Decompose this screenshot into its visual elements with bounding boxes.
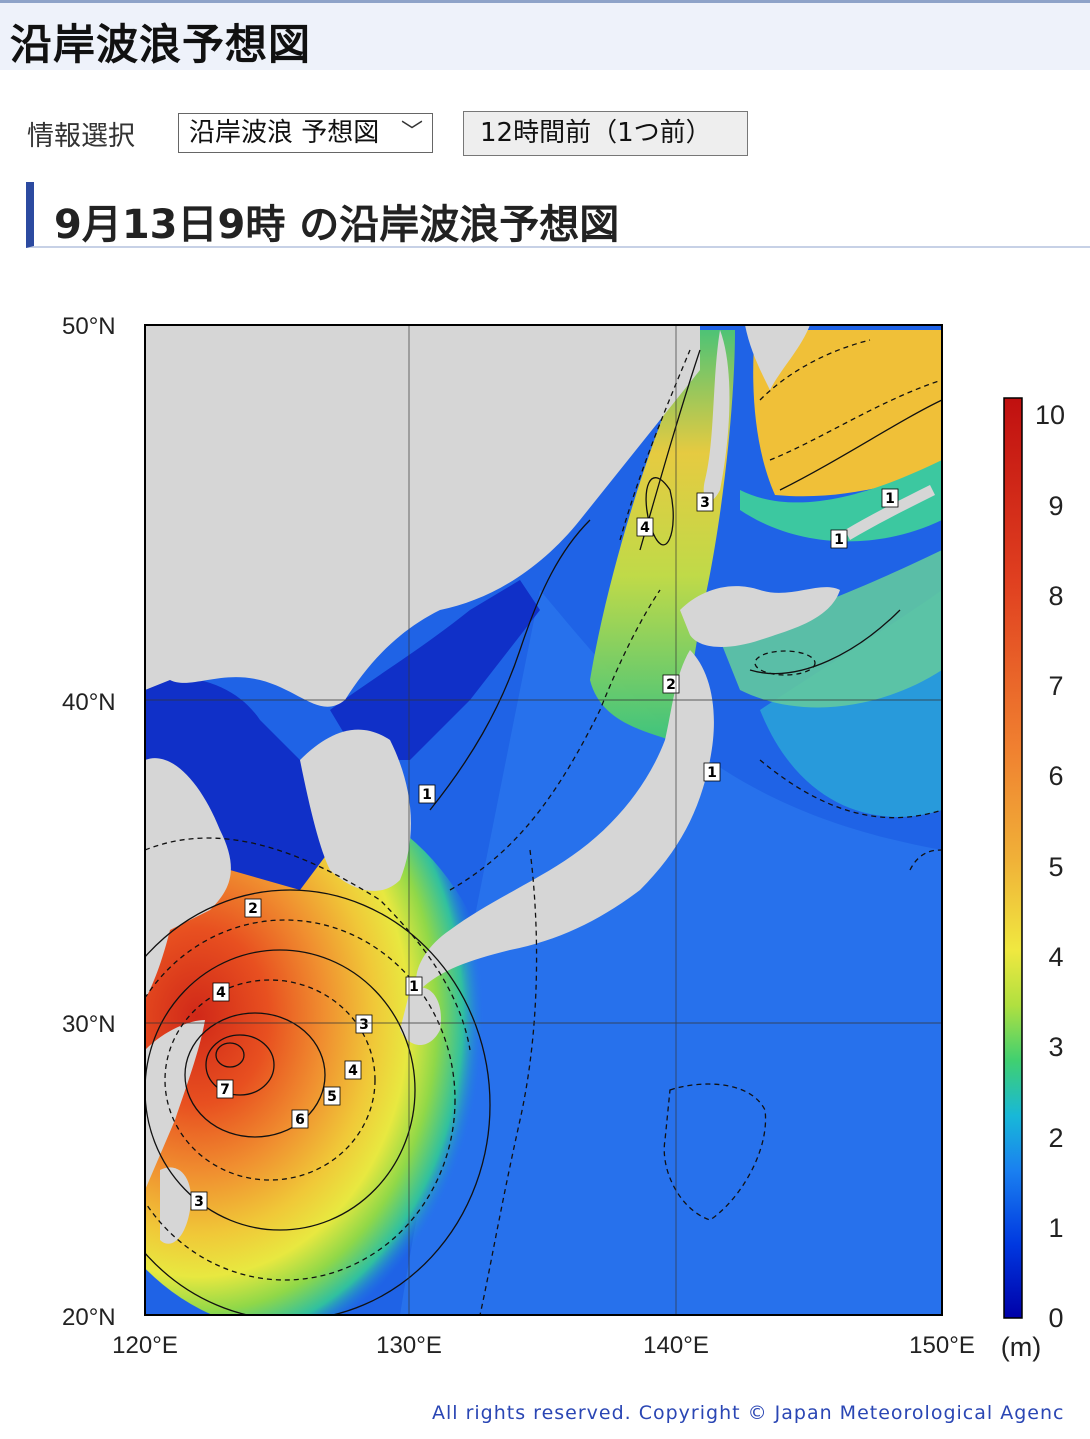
svg-text:4: 4	[640, 520, 650, 536]
contour-label: 1	[405, 976, 423, 996]
contour-label: 3	[355, 1014, 373, 1034]
colorbar-unit: (m)	[1001, 1332, 1041, 1362]
contour-label: 6	[291, 1109, 309, 1129]
colorbar-tick: 6	[1048, 761, 1063, 791]
svg-text:1: 1	[834, 532, 844, 548]
contour-label: 3	[696, 492, 714, 512]
land-honshu	[416, 650, 714, 990]
section-title: 9月13日9時 の沿岸波浪予想図	[54, 202, 620, 248]
colorbar-tick: 4	[1048, 942, 1063, 972]
colorbar-tick: 8	[1048, 581, 1063, 611]
svg-text:5: 5	[327, 1089, 337, 1105]
contour-label: 1	[703, 762, 721, 782]
land-sakhalin	[703, 330, 730, 501]
colorbar-tick: 2	[1048, 1123, 1063, 1153]
svg-text:1: 1	[707, 765, 717, 781]
contour-label: 4	[212, 982, 230, 1002]
section-header: 9月13日9時 の沿岸波浪予想図	[26, 182, 1090, 248]
colorbar-tick: 0	[1048, 1303, 1063, 1333]
header-bar: 沿岸波浪予想図	[0, 0, 1090, 70]
colorbar-tick: 1	[1048, 1213, 1063, 1243]
svg-text:2: 2	[248, 901, 258, 917]
svg-text:4: 4	[348, 1063, 358, 1079]
svg-text:1: 1	[409, 979, 419, 995]
contour-label: 1	[881, 488, 899, 508]
land-kamchatka-area	[745, 325, 810, 390]
colorbar-tick: 9	[1048, 491, 1063, 521]
svg-text:2: 2	[666, 677, 676, 693]
colorbar-tick: 7	[1048, 671, 1063, 701]
graticule	[145, 325, 942, 1315]
wave-contours	[145, 339, 942, 1315]
contour-label: 2	[662, 674, 680, 694]
select-value: 沿岸波浪 予想図	[189, 118, 380, 148]
land-hokkaido	[680, 586, 840, 647]
contour-label: 1	[830, 529, 848, 549]
map-frame	[144, 324, 943, 1316]
svg-text:7: 7	[220, 1082, 230, 1098]
svg-text:3: 3	[700, 495, 710, 511]
contour-label: 4	[636, 517, 654, 537]
copyright-notice: All rights reserved. Copyright © Japan M…	[432, 1402, 1065, 1424]
wave-forecast-map: 1 1 1 1 1 2 2 3 3 3 4 4 4 5 6 7 50°N 40°…	[62, 313, 1065, 1362]
contour-label: 3	[190, 1191, 208, 1211]
land-asia	[145, 325, 700, 707]
lon-label-130e: 130°E	[376, 1332, 442, 1359]
lat-label-20n: 20°N	[62, 1304, 116, 1331]
colorbar-tick: 5	[1048, 852, 1063, 882]
svg-text:4: 4	[216, 985, 226, 1001]
info-select-label: 情報選択	[27, 121, 135, 152]
contour-label: 2	[244, 898, 262, 918]
lat-label-40n: 40°N	[62, 689, 116, 716]
lat-label-30n: 30°N	[62, 1011, 116, 1038]
lon-label-150e: 150°E	[909, 1332, 975, 1359]
previous-12h-button[interactable]: 12時間前（1つ前）	[463, 111, 748, 156]
land-taiwan	[160, 1167, 191, 1244]
lon-label-140e: 140°E	[643, 1332, 709, 1359]
contour-label: 4	[344, 1060, 362, 1080]
svg-text:6: 6	[295, 1112, 305, 1128]
colorbar	[1003, 397, 1023, 1319]
svg-text:1: 1	[885, 491, 895, 507]
chevron-down-icon: ﹀	[400, 120, 423, 145]
page-title: 沿岸波浪予想図	[10, 20, 312, 69]
svg-text:3: 3	[359, 1017, 369, 1033]
lon-label-120e: 120°E	[112, 1332, 178, 1359]
land-china-south	[145, 1020, 205, 1190]
svg-text:3: 3	[194, 1194, 204, 1210]
contour-label: 7	[216, 1079, 234, 1099]
contour-label: 5	[323, 1086, 341, 1106]
land-china-coast	[145, 758, 231, 1000]
colorbar-tick: 3	[1048, 1032, 1063, 1062]
colorbar-tick: 10	[1035, 400, 1065, 430]
info-select-dropdown[interactable]: 沿岸波浪 予想図 ﹀	[178, 113, 433, 153]
contour-label: 1	[418, 784, 436, 804]
land-kurils	[845, 485, 935, 540]
lat-label-50n: 50°N	[62, 313, 116, 340]
land-kyushu	[400, 987, 441, 1045]
svg-text:1: 1	[422, 787, 432, 803]
land-korea	[300, 729, 411, 891]
